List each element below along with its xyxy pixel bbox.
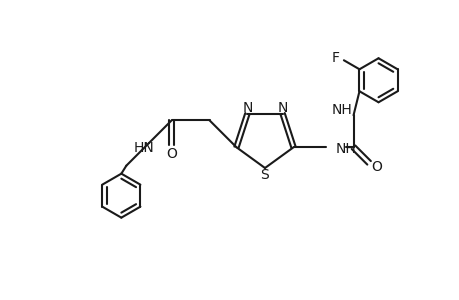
Text: N: N <box>277 101 287 115</box>
Text: O: O <box>166 147 177 161</box>
Text: F: F <box>331 51 339 65</box>
Text: NH: NH <box>330 103 351 117</box>
Text: S: S <box>260 168 269 182</box>
Text: HN: HN <box>133 141 154 155</box>
Text: NH: NH <box>335 142 356 156</box>
Text: O: O <box>371 160 382 174</box>
Text: N: N <box>241 101 252 115</box>
